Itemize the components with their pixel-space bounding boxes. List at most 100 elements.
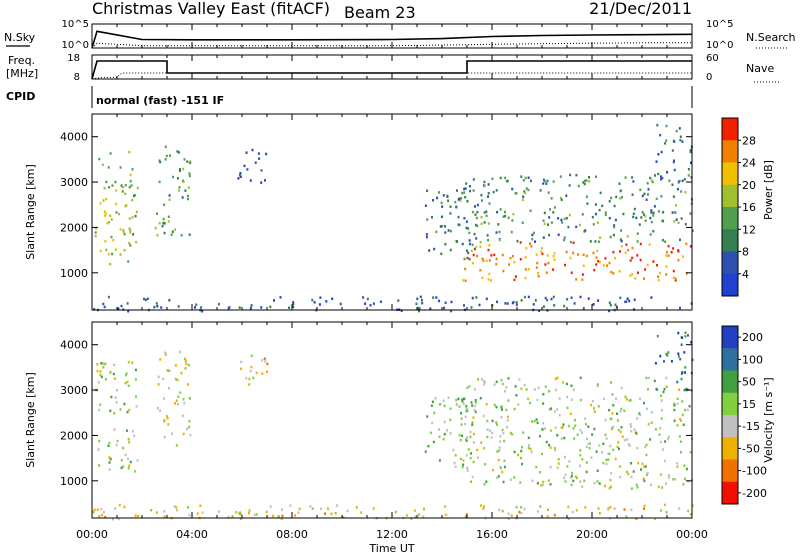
heatmap-cell (100, 375, 103, 379)
heatmap-cell (605, 437, 608, 440)
colorbar-swatch (722, 162, 738, 186)
heatmap-cell (465, 220, 468, 223)
heatmap-cell (464, 267, 467, 271)
heatmap-cell (455, 398, 458, 402)
heatmap-cell (676, 380, 679, 384)
heatmap-cell (527, 397, 530, 401)
heatmap-cell (665, 265, 668, 268)
heatmap-cell (464, 515, 467, 518)
heatmap-cell (566, 298, 569, 301)
heatmap-cell (156, 305, 159, 308)
heatmap-cell (488, 202, 491, 205)
heatmap-cell (474, 410, 477, 414)
heatmap-cell (438, 299, 441, 303)
heatmap-cell (187, 506, 189, 509)
heatmap-cell (421, 298, 423, 302)
heatmap-cell (170, 233, 173, 236)
heatmap-cell (499, 435, 502, 438)
heatmap-cell (683, 178, 686, 181)
heatmap-cell (550, 407, 553, 410)
heatmap-cell (490, 254, 493, 257)
heatmap-cell (182, 432, 185, 436)
heatmap-cell (128, 241, 131, 245)
heatmap-cell (673, 408, 676, 412)
colorbar-tick-label: 16 (742, 201, 756, 214)
heatmap-cell (469, 435, 472, 439)
heatmap-cell (678, 507, 681, 510)
heatmap-cell (118, 503, 121, 507)
heatmap-cell (560, 218, 563, 222)
heatmap-cell (515, 303, 518, 307)
heatmap-region (237, 148, 268, 184)
heatmap-cell (529, 242, 531, 245)
heatmap-cell (528, 444, 531, 447)
heatmap-cell (682, 423, 685, 426)
heatmap-cell (647, 376, 650, 380)
heatmap-cell (330, 512, 333, 516)
power-ylabel: Slant Range [km] (24, 164, 37, 260)
heatmap-cell (683, 351, 686, 354)
heatmap-cell (610, 196, 613, 200)
heatmap-cell (639, 397, 641, 401)
heatmap-cell (615, 397, 617, 400)
heatmap-cell (569, 256, 572, 260)
heatmap-cell (462, 279, 465, 282)
xtick-label: 20:00 (576, 528, 608, 541)
heatmap-cell (309, 505, 312, 508)
heatmap-cell (650, 296, 653, 299)
heatmap-cell (162, 397, 165, 400)
heatmap-cell (524, 256, 527, 259)
heatmap-cell (537, 275, 540, 278)
heatmap-cell (649, 216, 652, 220)
heatmap-cell (442, 438, 445, 441)
heatmap-cell (464, 415, 467, 418)
heatmap-cell (183, 158, 186, 161)
heatmap-cell (260, 169, 263, 172)
heatmap-cell (647, 423, 650, 426)
heatmap-cell (553, 304, 556, 307)
heatmap-cell (196, 512, 199, 515)
heatmap-cell (667, 244, 670, 248)
heatmap-cell (126, 302, 129, 305)
heatmap-cell (503, 459, 506, 462)
heatmap-cell (661, 448, 664, 451)
heatmap-cell (625, 470, 628, 474)
heatmap-cell (507, 512, 510, 516)
heatmap-cell (464, 196, 467, 199)
heatmap-cell (629, 425, 632, 428)
heatmap-cell (609, 485, 612, 489)
heatmap-cell (480, 441, 483, 444)
xtick-label: 04:00 (176, 528, 208, 541)
heatmap-cell (680, 343, 683, 346)
heatmap-cell (246, 168, 249, 171)
heatmap-cell (496, 476, 499, 479)
colorbar-tick-label: 50 (742, 376, 756, 389)
heatmap-cell (513, 278, 516, 282)
velocity-panel-frame (91, 321, 693, 519)
heatmap-cell (201, 511, 204, 514)
heatmap-cell (549, 466, 552, 469)
frequency-line (91, 60, 692, 80)
heatmap-cell (582, 307, 585, 310)
heatmap-cell (586, 437, 589, 440)
heatmap-cell (690, 161, 692, 164)
noise-sky-line (91, 30, 693, 49)
heatmap-cell (173, 505, 176, 508)
heatmap-cell (609, 417, 612, 421)
heatmap-cell (427, 444, 430, 448)
heatmap-cell (513, 407, 516, 411)
colorbar-tick-label: 28 (742, 134, 756, 147)
heatmap-cell (450, 309, 453, 313)
heatmap-cell (595, 175, 597, 178)
noise-panel: N.Sky 10^5 10^0 10^5 10^0 N.Search (4, 19, 796, 51)
heatmap-cell (650, 211, 653, 214)
heatmap-cell (485, 297, 488, 301)
heatmap-cell (480, 378, 483, 381)
heatmap-cell (598, 208, 601, 212)
heatmap-cell (640, 468, 642, 471)
heatmap-cell (676, 397, 679, 401)
heatmap-cell (636, 446, 639, 450)
heatmap-cell (579, 449, 582, 452)
heatmap-cell (483, 184, 486, 188)
heatmap-cell (504, 390, 506, 393)
